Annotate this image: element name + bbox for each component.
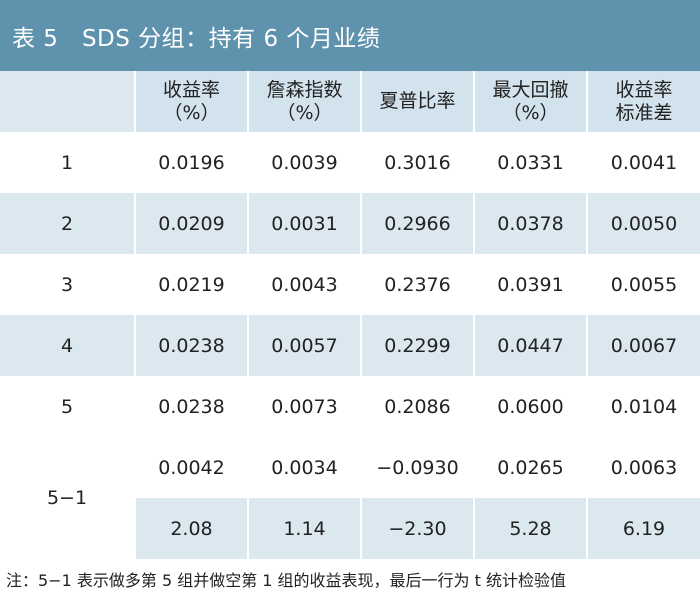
table-cell: 6.19 (587, 498, 700, 559)
table-cell: 0.0219 (135, 254, 249, 315)
table-cell: 0.2086 (361, 376, 475, 437)
table-cell: 0.0209 (135, 193, 249, 254)
header-cell-group (0, 71, 136, 132)
performance-table: 收益率 （%） 詹森指数 （%） 夏普比率 最大回撤 （%） 收益率 标准差 1… (0, 71, 700, 559)
table-cell: 0.0331 (474, 132, 588, 193)
table-cell: 0.0447 (474, 315, 588, 376)
table-cell: −2.30 (361, 498, 475, 559)
table-cell: 5.28 (474, 498, 588, 559)
row-label: 4 (0, 315, 136, 376)
row-label: 2 (0, 193, 136, 254)
header-line: 标准差 (615, 101, 673, 124)
row-label: 1 (0, 132, 136, 193)
table-cell: 0.0378 (474, 193, 588, 254)
header-cell-return: 收益率 （%） (135, 71, 249, 132)
table-row: 1 0.0196 0.0039 0.3016 0.0331 0.0041 (0, 132, 700, 193)
table-cell: 0.0042 (135, 437, 249, 498)
table-cell: 0.0600 (474, 376, 588, 437)
header-line: 詹森指数 (266, 78, 343, 101)
header-line: 收益率 (162, 78, 220, 101)
table-cell: 0.0034 (248, 437, 362, 498)
table-cell: −0.0930 (361, 437, 475, 498)
table-cell: 0.0104 (587, 376, 700, 437)
table-cell: 0.2376 (361, 254, 475, 315)
table-cell: 0.3016 (361, 132, 475, 193)
table-cell: 0.0041 (587, 132, 700, 193)
header-line: （%） (502, 101, 559, 124)
header-line: （%） (276, 101, 333, 124)
header-cell-return-std: 收益率 标准差 (587, 71, 700, 132)
table-footnote: 注：5−1 表示做多第 5 组并做空第 1 组的收益表现，最后一行为 t 统计检… (6, 571, 567, 590)
table-cell: 0.0063 (587, 437, 700, 498)
header-row: 收益率 （%） 詹森指数 （%） 夏普比率 最大回撤 （%） 收益率 标准差 (0, 71, 700, 132)
table-cell: 0.0238 (135, 315, 249, 376)
header-line: 最大回撤 (492, 78, 569, 101)
table-row: 3 0.0219 0.0043 0.2376 0.0391 0.0055 (0, 254, 700, 315)
table-cell: 0.0057 (248, 315, 362, 376)
header-line: （%） (163, 101, 220, 124)
table-cell: 0.2299 (361, 315, 475, 376)
header-cell-max-drawdown: 最大回撤 （%） (474, 71, 588, 132)
spread-row: 5−1 0.0042 0.0034 −0.0930 0.0265 0.0063 (0, 437, 700, 559)
table-row: 4 0.0238 0.0057 0.2299 0.0447 0.0067 (0, 315, 700, 376)
table-cell: 0.0073 (248, 376, 362, 437)
table-cell: 0.2966 (361, 193, 475, 254)
table-row: 2 0.0209 0.0031 0.2966 0.0378 0.0050 (0, 193, 700, 254)
table-cell: 2.08 (135, 498, 249, 559)
table-cell: 0.0265 (474, 437, 588, 498)
row-label-spread: 5−1 (0, 437, 136, 559)
header-cell-jensen: 詹森指数 （%） (248, 71, 362, 132)
table-cell: 0.0039 (248, 132, 362, 193)
table-cell: 0.0196 (135, 132, 249, 193)
table-cell: 0.0050 (587, 193, 700, 254)
table-cell: 0.0238 (135, 376, 249, 437)
header-line: 收益率 (615, 78, 673, 101)
row-label: 3 (0, 254, 136, 315)
table-cell: 0.0055 (587, 254, 700, 315)
table-cell: 0.0391 (474, 254, 588, 315)
table-cell: 0.0031 (248, 193, 362, 254)
header-line: 夏普比率 (379, 90, 456, 112)
header-cell-sharpe: 夏普比率 (361, 71, 475, 132)
table-cell: 0.0043 (248, 254, 362, 315)
tstat-row: 2.08 1.14 −2.30 5.28 6.19 (0, 498, 700, 559)
row-label: 5 (0, 376, 136, 437)
table-title-text: 表 5 SDS 分组：持有 6 个月业绩 (12, 25, 381, 52)
table-cell: 1.14 (248, 498, 362, 559)
table-title: 表 5 SDS 分组：持有 6 个月业绩 (0, 0, 700, 71)
table-cell: 0.0067 (587, 315, 700, 376)
table-row: 5 0.0238 0.0073 0.2086 0.0600 0.0104 (0, 376, 700, 437)
